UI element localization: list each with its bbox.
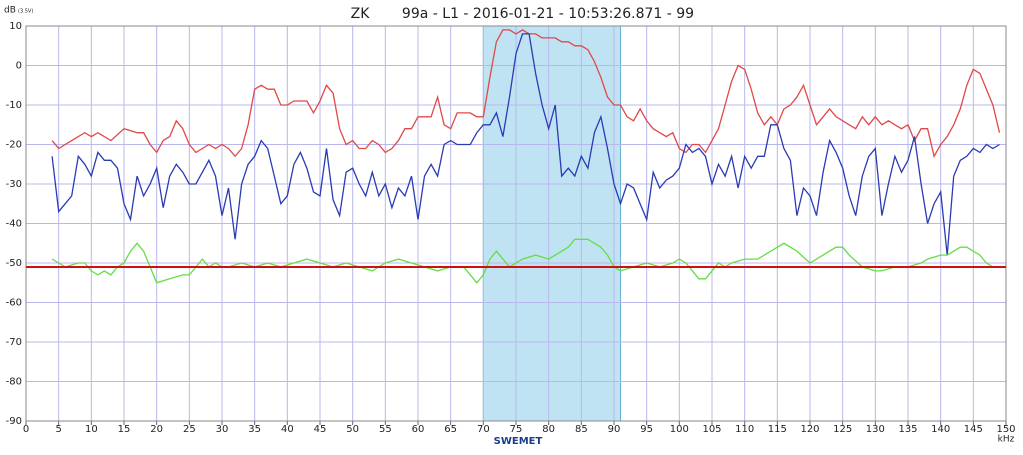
x-tick-label: 45 [314,424,327,435]
chart-subtitle: 99a - L1 - 2016-01-21 - 10:53:26.871 - 9… [402,6,694,22]
x-tick-label: 50 [346,424,359,435]
x-tick-label: 105 [702,424,721,435]
y-tick-label: -10 [6,100,22,111]
x-tick-label: 35 [248,424,261,435]
x-tick-label: 10 [85,424,98,435]
x-tick-label: 120 [800,424,819,435]
x-tick-label: 80 [542,424,555,435]
logo: SWEMET [494,436,543,447]
y-tick-label: 10 [9,21,22,32]
y-tick-label: -30 [6,179,22,190]
y-tick-label: 0 [16,61,22,72]
x-tick-label: 125 [833,424,852,435]
y-tick-label: -40 [6,219,22,230]
x-tick-label: 110 [735,424,754,435]
x-tick-label: 85 [575,424,588,435]
series-line [51,238,994,284]
series-line [51,33,1000,256]
series-line [51,29,1001,159]
y-tick-label: -50 [6,258,22,269]
x-tick-label: 90 [608,424,621,435]
x-tick-label: 150 [996,424,1015,435]
x-tick-label: 5 [55,424,61,435]
x-tick-label: 40 [281,424,294,435]
x-tick-label: 0 [23,424,29,435]
y-tick-label: -90 [6,416,22,427]
x-tick-label: 140 [931,424,950,435]
x-tick-label: 70 [477,424,490,435]
y-axis-label: dB [4,6,16,16]
x-tick-label: 65 [444,424,457,435]
x-tick-label: 75 [510,424,523,435]
x-tick-label: 145 [964,424,983,435]
x-tick-label: 115 [768,424,787,435]
x-tick-label: 60 [412,424,425,435]
x-axis-label: kHz [998,435,1015,445]
x-tick-label: 30 [216,424,229,435]
x-tick-label: 15 [118,424,131,435]
x-tick-label: 55 [379,424,392,435]
y-tick-label: -60 [6,298,22,309]
y-tick-label: -20 [6,140,22,151]
x-tick-label: 100 [670,424,689,435]
x-tick-label: 20 [150,424,163,435]
y-tick-label: -80 [6,377,22,388]
y-tick-label: -70 [6,337,22,348]
x-tick-label: 25 [183,424,196,435]
x-tick-label: 135 [898,424,917,435]
y-axis-note: (3.5V) [18,9,33,15]
plot-frame [25,25,1007,422]
chart-title: ZK [351,6,371,22]
x-tick-label: 130 [866,424,885,435]
x-tick-label: 95 [640,424,653,435]
